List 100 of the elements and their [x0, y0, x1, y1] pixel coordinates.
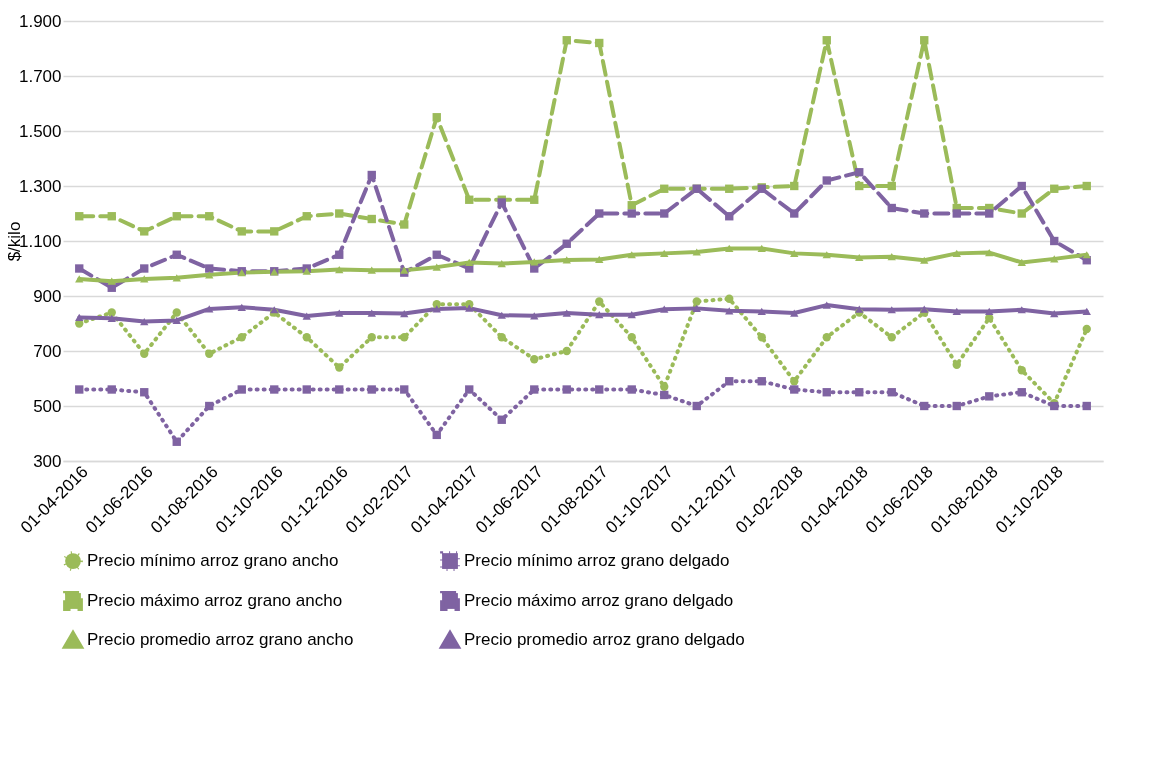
- point: [660, 209, 669, 218]
- point: [205, 212, 214, 221]
- point: [660, 382, 669, 391]
- point: [627, 333, 636, 342]
- point: [920, 209, 929, 218]
- point: [595, 311, 604, 319]
- point: [465, 195, 474, 204]
- y-tick-label: 300: [33, 451, 62, 471]
- point: [75, 275, 84, 283]
- point: [627, 209, 636, 218]
- point: [205, 264, 214, 273]
- point: [497, 259, 506, 268]
- point: [140, 275, 149, 283]
- point: [920, 401, 929, 411]
- point: [920, 36, 929, 45]
- point: [140, 227, 149, 236]
- point: [595, 385, 604, 394]
- point: [237, 303, 246, 311]
- point: [335, 209, 344, 218]
- point: [172, 316, 181, 325]
- point: [790, 209, 799, 218]
- point: [887, 388, 896, 397]
- point: [335, 309, 344, 317]
- point: [1082, 324, 1091, 334]
- legend-label: Precio promedio arroz grano ancho: [87, 630, 354, 649]
- point: [367, 333, 376, 342]
- point: [1050, 236, 1059, 246]
- point: [822, 251, 831, 259]
- point: [952, 360, 961, 369]
- legend-label: Precio promedio arroz grano delgado: [464, 630, 745, 649]
- point: [660, 184, 669, 193]
- point: [75, 385, 84, 394]
- point: [725, 212, 734, 221]
- point: [822, 36, 831, 45]
- point: [237, 385, 246, 394]
- point: [107, 277, 116, 285]
- point: [140, 349, 149, 358]
- point: [1017, 366, 1026, 375]
- point: [692, 401, 701, 411]
- point: [335, 265, 344, 274]
- point: [367, 309, 376, 317]
- point: [1082, 181, 1091, 191]
- point: [1050, 309, 1059, 318]
- point: [172, 212, 181, 221]
- point: [985, 209, 994, 218]
- point: [530, 195, 539, 204]
- point: [270, 227, 279, 236]
- point: [465, 385, 474, 394]
- point: [952, 401, 961, 411]
- point: [335, 250, 344, 259]
- point: [140, 264, 149, 273]
- point: [562, 36, 571, 45]
- point: [855, 168, 864, 177]
- point: [367, 214, 376, 224]
- point: [595, 38, 604, 48]
- point: [497, 311, 506, 319]
- point: [562, 256, 571, 264]
- point: [432, 250, 441, 259]
- point: [887, 306, 896, 314]
- point: [302, 333, 311, 342]
- point: [790, 377, 799, 386]
- y-tick-label: 1.500: [18, 121, 62, 141]
- point: [75, 264, 84, 273]
- point: [627, 311, 636, 319]
- point: [1082, 251, 1091, 259]
- legend-label: Precio mínimo arroz grano ancho: [87, 551, 339, 571]
- point: [335, 385, 344, 394]
- y-tick-label: 500: [33, 396, 62, 416]
- point: [985, 307, 994, 316]
- y-tick-label: 900: [33, 286, 62, 306]
- point: [205, 305, 214, 313]
- point: [107, 314, 116, 322]
- point: [562, 385, 571, 394]
- point: [692, 248, 701, 256]
- point: [822, 301, 831, 309]
- point: [595, 209, 604, 218]
- point: [855, 181, 864, 191]
- point: [660, 249, 669, 257]
- legend-label: Precio máximo arroz grano delgado: [464, 591, 734, 610]
- point: [400, 309, 409, 318]
- point: [1082, 401, 1091, 411]
- point: [367, 266, 376, 274]
- point: [335, 363, 344, 372]
- point: [887, 333, 896, 342]
- point: [400, 333, 409, 342]
- point: [432, 305, 441, 313]
- point: [530, 355, 539, 364]
- point: [172, 250, 181, 259]
- y-tick-label: 1.900: [18, 11, 62, 31]
- point: [1017, 181, 1026, 191]
- point: [465, 258, 474, 267]
- point: [822, 333, 831, 342]
- point: [107, 385, 116, 394]
- point: [790, 249, 799, 257]
- point: [1050, 184, 1059, 193]
- point: [725, 184, 734, 193]
- point: [1017, 306, 1026, 314]
- y-tick-label: 700: [33, 341, 62, 361]
- point: [75, 212, 84, 221]
- point: [1017, 209, 1026, 218]
